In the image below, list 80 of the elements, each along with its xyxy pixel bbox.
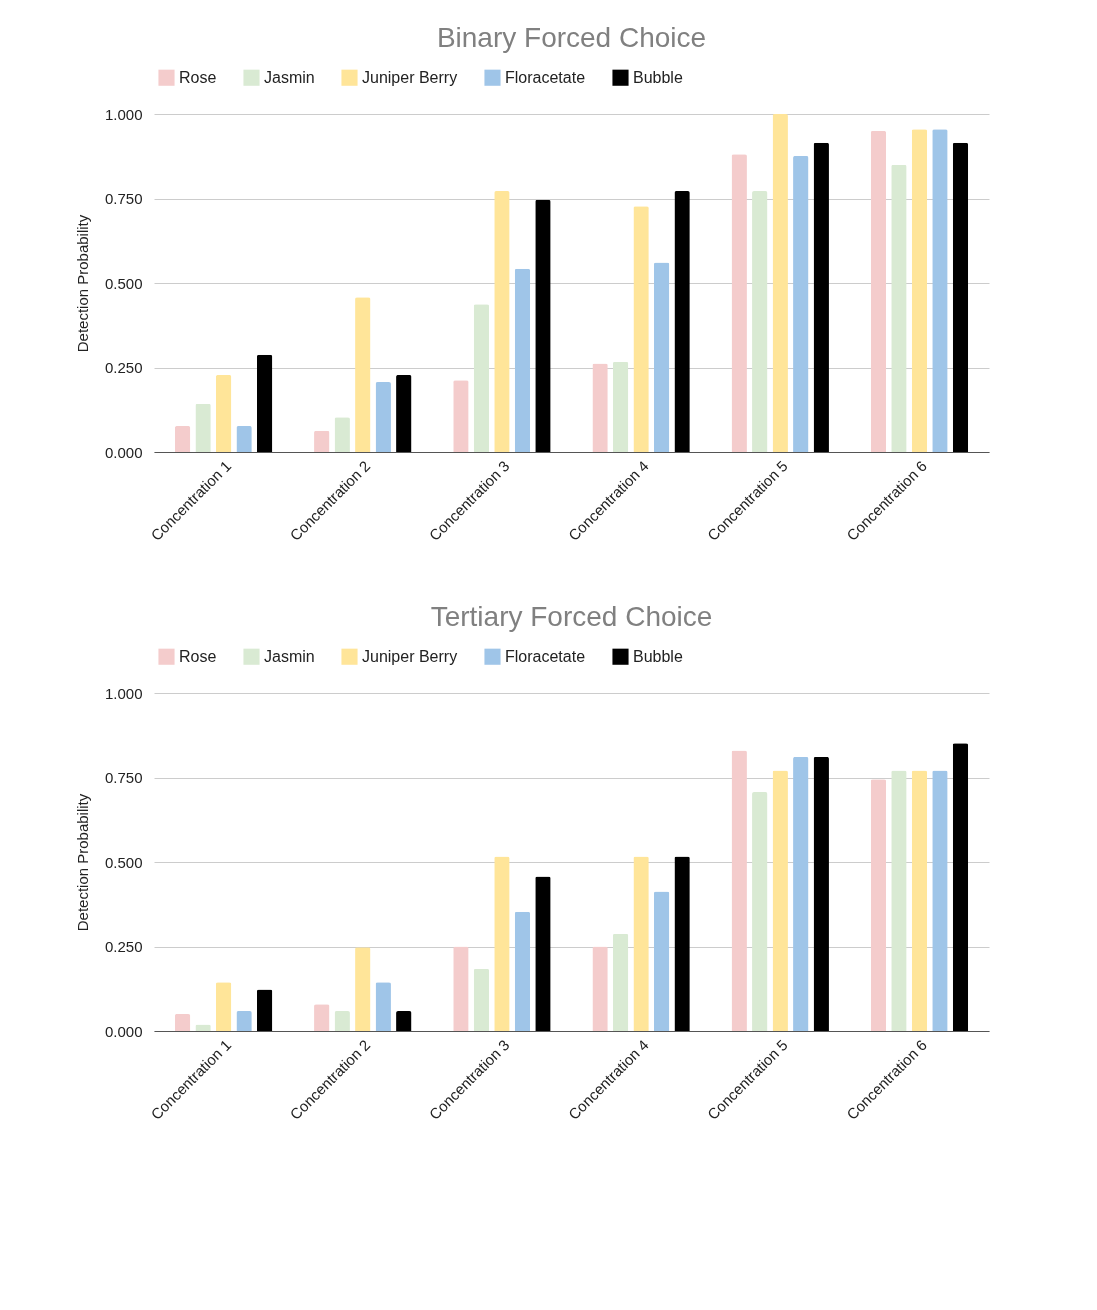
bar: [952, 743, 969, 1031]
bar: [793, 756, 809, 1031]
chart-title: Binary Forced Choice: [436, 22, 707, 53]
bar: [174, 425, 191, 452]
legend-label: Rose: [179, 68, 217, 86]
bar: [195, 403, 211, 452]
bar: [215, 982, 232, 1031]
bar: [514, 911, 531, 1031]
y-tick-label: 1.000: [104, 105, 143, 123]
bar: [674, 856, 690, 1031]
bar: [215, 374, 232, 452]
legend-label: Floracetate: [505, 68, 586, 86]
y-tick-label: 0.000: [104, 443, 143, 461]
legend-label: Jasmin: [264, 68, 315, 86]
bar: [752, 191, 768, 452]
bar: [375, 982, 391, 1031]
bar: [731, 750, 747, 1031]
bar: [592, 946, 608, 1031]
bar: [633, 206, 649, 452]
legend-label: Floracetate: [505, 647, 586, 665]
bar: [535, 876, 551, 1031]
y-tick-label: 0.000: [104, 1022, 143, 1040]
bar: [355, 947, 371, 1031]
bar: [375, 382, 391, 452]
bar: [256, 989, 273, 1031]
bar: [514, 268, 531, 452]
bar: [932, 129, 948, 452]
bar: [731, 154, 747, 452]
bar: [870, 130, 887, 452]
bar: [952, 142, 969, 452]
y-tick-label: 0.750: [104, 190, 143, 207]
y-tick-label: 0.750: [104, 769, 143, 786]
bar: [752, 792, 768, 1031]
bar: [396, 374, 412, 452]
bar: [653, 262, 670, 452]
bar: [592, 363, 608, 452]
bar: [494, 191, 510, 452]
bar: [396, 1011, 412, 1031]
legend-label: Juniper Berry: [362, 68, 458, 86]
bar: [453, 380, 469, 452]
legend-label: Juniper Berry: [362, 647, 458, 665]
bar: [612, 933, 629, 1031]
bar: [772, 770, 788, 1031]
bar: [355, 297, 371, 452]
bar: [911, 770, 928, 1031]
bar: [813, 756, 829, 1031]
y-tick-label: 0.250: [104, 359, 143, 376]
y-tick-label: 0.500: [104, 274, 143, 292]
bar: [236, 1011, 252, 1031]
legend-label: Bubble: [633, 647, 683, 665]
bar: [911, 129, 928, 452]
bar: [932, 770, 948, 1031]
bar: [891, 770, 907, 1031]
bar: [870, 779, 887, 1031]
bar: [674, 191, 690, 452]
bar: [473, 968, 490, 1031]
bar: [772, 114, 788, 452]
bar: [256, 354, 273, 452]
bar: [813, 142, 829, 452]
y-tick-label: 1.000: [104, 684, 143, 702]
bar: [236, 425, 252, 452]
bar: [633, 856, 649, 1031]
bar: [453, 946, 469, 1031]
y-tick-label: 0.250: [104, 938, 143, 955]
bar: [334, 1011, 350, 1031]
bar: [174, 1014, 191, 1031]
bar: [473, 304, 490, 452]
bar: [535, 199, 551, 452]
bar: [653, 891, 670, 1031]
bar: [494, 856, 510, 1031]
bar: [612, 361, 629, 452]
bar: [793, 155, 809, 452]
y-tick-label: 0.500: [104, 853, 143, 871]
y-axis-title: Detection Probability: [73, 793, 91, 932]
legend-label: Rose: [179, 647, 217, 665]
legend-label: Bubble: [633, 68, 683, 86]
chart-title: Tertiary Forced Choice: [430, 601, 713, 632]
y-axis-title: Detection Probability: [73, 214, 91, 353]
legend-label: Jasmin: [264, 647, 315, 665]
bar: [891, 164, 907, 452]
